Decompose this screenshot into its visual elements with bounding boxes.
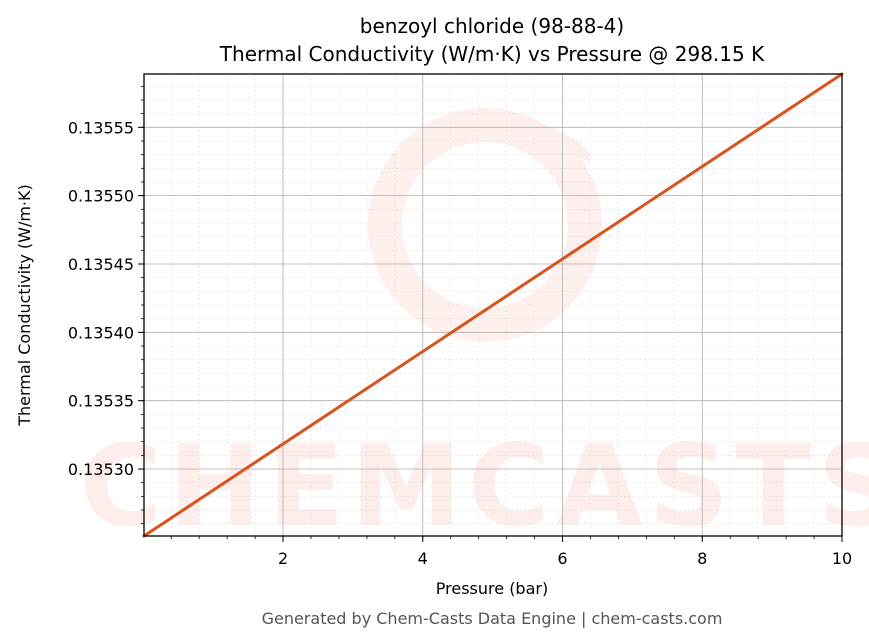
y-axis: 0.13530 0.13535 0.13540 0.13545 0.13550 0.135…	[68, 85, 144, 525]
series-line	[142, 72, 844, 538]
series-layer	[142, 72, 844, 538]
x-axis: 2 4 6 8 10	[170, 536, 852, 568]
chart-subtitle: Thermal Conductivity (W/m·K) vs Pressure…	[219, 42, 765, 66]
x-tick-label: 2	[278, 549, 288, 568]
y-tick-label: 0.13555	[68, 118, 134, 137]
x-tick-label: 10	[832, 549, 852, 568]
watermark-logo-icon	[368, 108, 602, 342]
footer-credit: Generated by Chem-Casts Data Engine | ch…	[262, 609, 723, 628]
y-tick-label: 0.13545	[68, 255, 134, 274]
y-axis-label: Thermal Conductivity (W/m·K)	[15, 184, 34, 427]
chart-title: benzoyl chloride (98-88-4)	[360, 14, 624, 38]
y-tick-label: 0.13535	[68, 392, 134, 411]
watermark-text: CHEMCASTS	[80, 422, 869, 552]
x-tick-label: 8	[697, 549, 707, 568]
y-tick-label: 0.13540	[68, 323, 134, 342]
x-axis-label: Pressure (bar)	[436, 579, 548, 598]
watermark: CHEMCASTS	[80, 108, 869, 552]
y-tick-label: 0.13550	[68, 187, 134, 206]
grid-minor	[144, 74, 843, 536]
y-tick-label: 0.13530	[68, 460, 134, 479]
grid-major	[144, 74, 843, 536]
x-tick-label: 4	[418, 549, 428, 568]
x-tick-label: 6	[557, 549, 567, 568]
